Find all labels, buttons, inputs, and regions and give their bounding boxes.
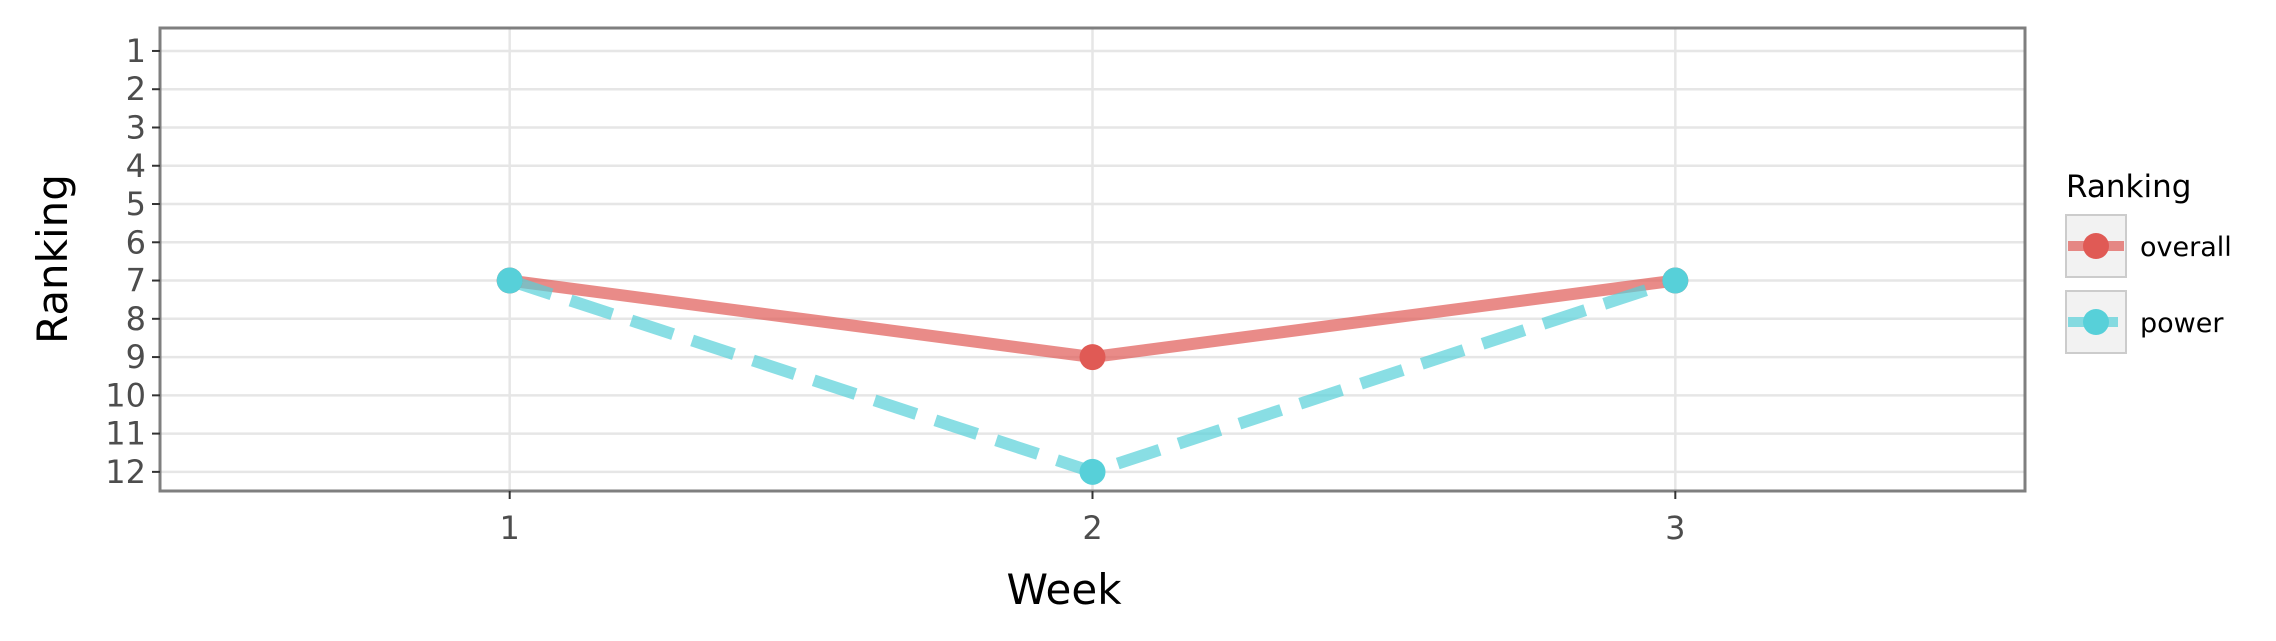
legend-key-point xyxy=(2083,233,2109,259)
y-axis-title: Ranking xyxy=(28,174,77,344)
y-tick-label: 6 xyxy=(126,223,146,261)
data-point-power xyxy=(496,267,523,294)
legend-label: overall xyxy=(2140,232,2232,263)
x-axis-title: Week xyxy=(1006,565,1122,614)
series-layer xyxy=(496,267,1689,485)
x-tick-label: 2 xyxy=(1082,509,1102,547)
y-tick-label: 8 xyxy=(126,300,146,338)
y-tick-label: 12 xyxy=(105,453,146,491)
legend-item-power: power xyxy=(2065,290,2224,354)
y-tick-label: 1 xyxy=(126,32,146,70)
legend: Ranking overall power xyxy=(2065,169,2232,354)
data-point-power xyxy=(1079,458,1106,485)
x-tick-label: 1 xyxy=(500,509,520,547)
y-tick-label: 2 xyxy=(126,70,146,108)
legend-item-overall: overall xyxy=(2065,214,2232,278)
legend-title: Ranking xyxy=(2066,169,2191,205)
y-tick-label: 4 xyxy=(126,147,146,185)
legend-key-point xyxy=(2083,309,2109,335)
y-tick-label: 10 xyxy=(105,376,146,414)
y-tick-label: 11 xyxy=(105,415,146,453)
legend-items: overall power xyxy=(2065,214,2232,354)
x-tick-label: 3 xyxy=(1665,509,1685,547)
y-tick-label: 9 xyxy=(126,338,146,376)
y-tick-label: 3 xyxy=(126,108,146,146)
data-point-overall xyxy=(1079,344,1106,371)
y-tick-label: 7 xyxy=(126,262,146,300)
y-tick-label: 5 xyxy=(126,185,146,223)
data-point-power xyxy=(1662,267,1689,294)
legend-label: power xyxy=(2140,308,2224,339)
